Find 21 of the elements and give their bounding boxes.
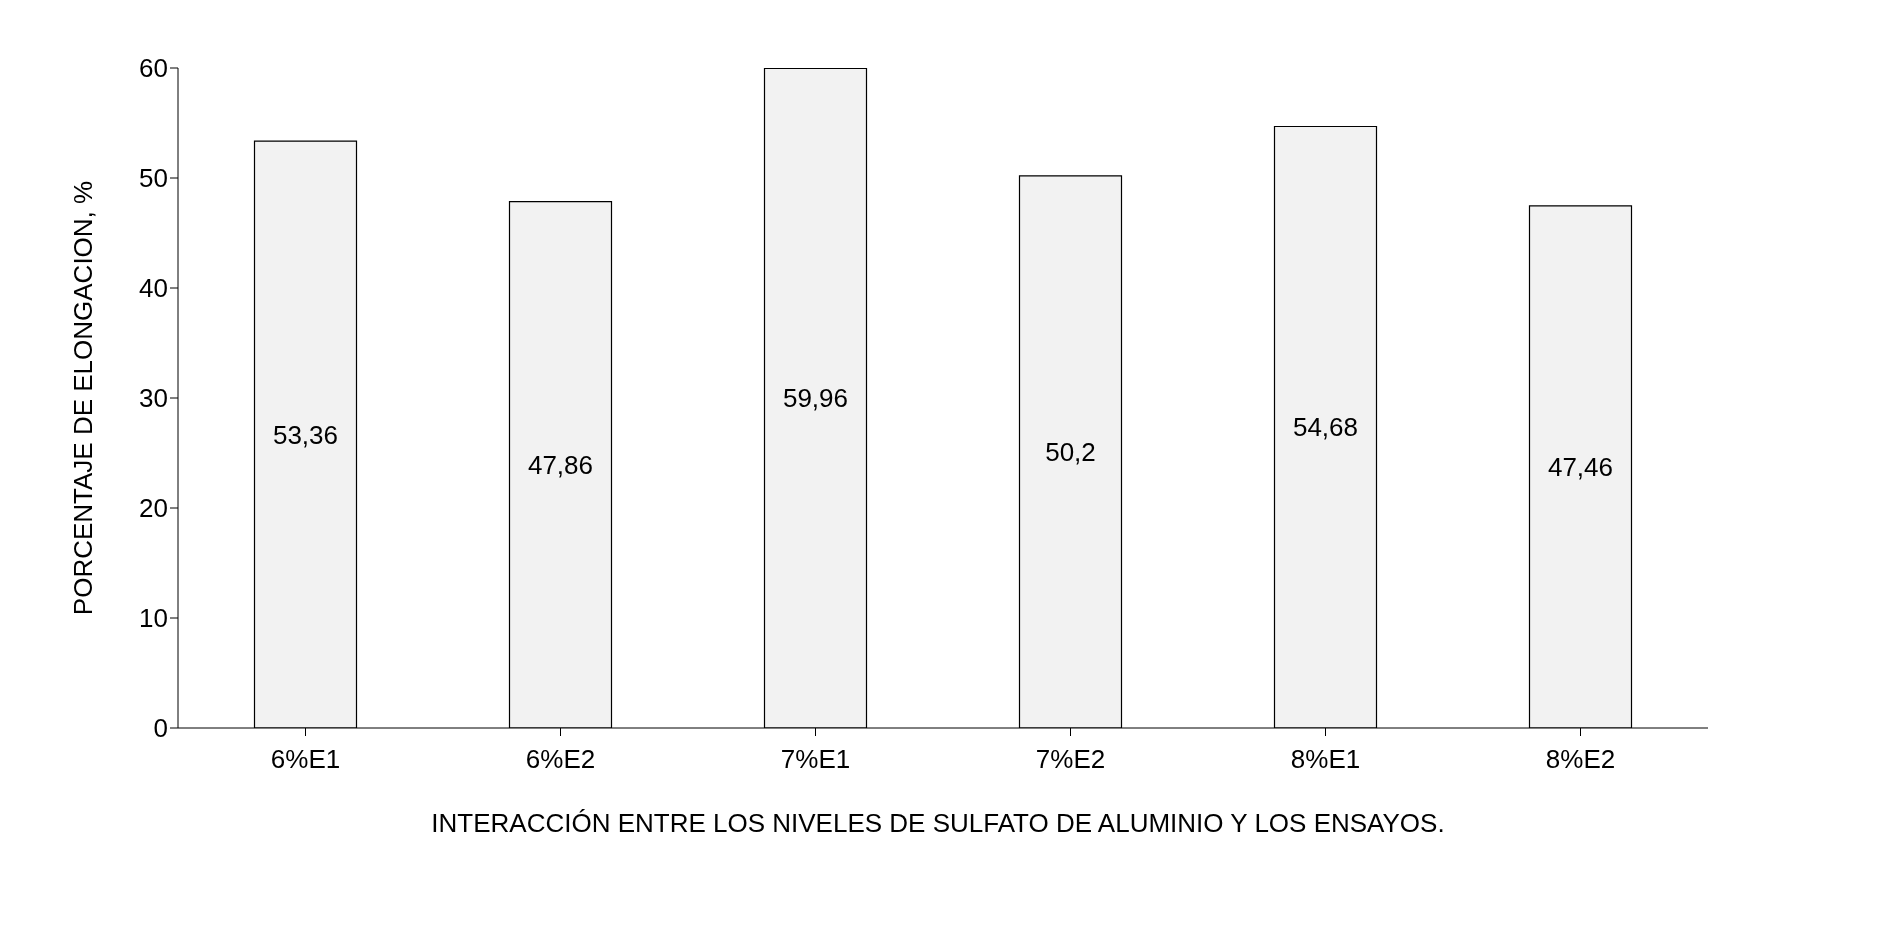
- x-tick-label: 7%E2: [1035, 744, 1106, 775]
- y-tick-label: 20: [139, 493, 168, 524]
- x-tick-label: 7%E1: [780, 744, 851, 775]
- x-tick-label: 8%E2: [1545, 744, 1616, 775]
- data-label: 50,2: [1045, 437, 1096, 468]
- data-label: 53,36: [272, 419, 339, 450]
- y-tick-label: 50: [139, 163, 168, 194]
- y-tick-label: 10: [139, 603, 168, 634]
- y-tick-label: 60: [139, 53, 168, 84]
- data-label: 47,86: [527, 450, 594, 480]
- y-axis-title: PORCENTAJE DE ELONGACION, %: [68, 180, 99, 616]
- data-label: 59,96: [782, 383, 849, 414]
- data-label: 54,68: [1292, 412, 1359, 443]
- x-tick-label: 6%E2: [525, 744, 596, 775]
- y-tick-label: 0: [153, 713, 168, 744]
- x-tick-label: 8%E1: [1290, 744, 1361, 775]
- x-axis-title: INTERACCIÓN ENTRE LOS NIVELES DE SULFATO DE ALUMINIO Y LOS ENSAYOS.: [430, 808, 1446, 839]
- y-tick-label: 40: [139, 273, 168, 304]
- data-label: 47,46: [1547, 452, 1614, 483]
- x-tick-label: 6%E1: [270, 744, 341, 775]
- y-tick-label: 30: [139, 383, 168, 414]
